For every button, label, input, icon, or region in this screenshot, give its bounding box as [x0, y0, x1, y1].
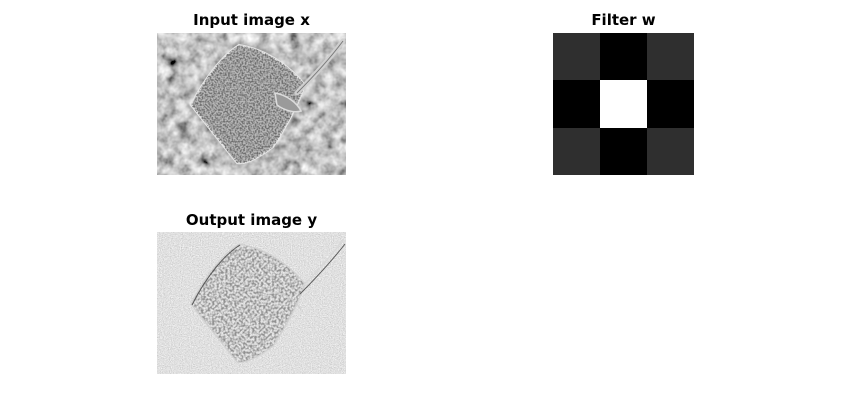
filter-cell-1-1: [600, 80, 647, 129]
filter-cell-0-1: [600, 33, 647, 81]
input-image: [157, 33, 346, 175]
filter-kernel: [553, 33, 694, 175]
filter-cell-2-0: [553, 127, 600, 175]
filter-cell-0-2: [647, 33, 694, 81]
output-image-graphic: [157, 232, 346, 374]
filter-cell-1-2: [647, 80, 694, 129]
input-image-title: Input image x: [193, 11, 310, 29]
filter-cell-2-1: [600, 127, 647, 175]
input-image-graphic: [157, 33, 346, 175]
filter-cell-0-0: [553, 33, 600, 81]
output-image: [157, 232, 346, 374]
output-image-title: Output image y: [185, 211, 318, 229]
filter-cell-2-2: [647, 127, 694, 175]
filter-cell-1-0: [553, 80, 600, 129]
filter-title: Filter w: [591, 11, 656, 29]
